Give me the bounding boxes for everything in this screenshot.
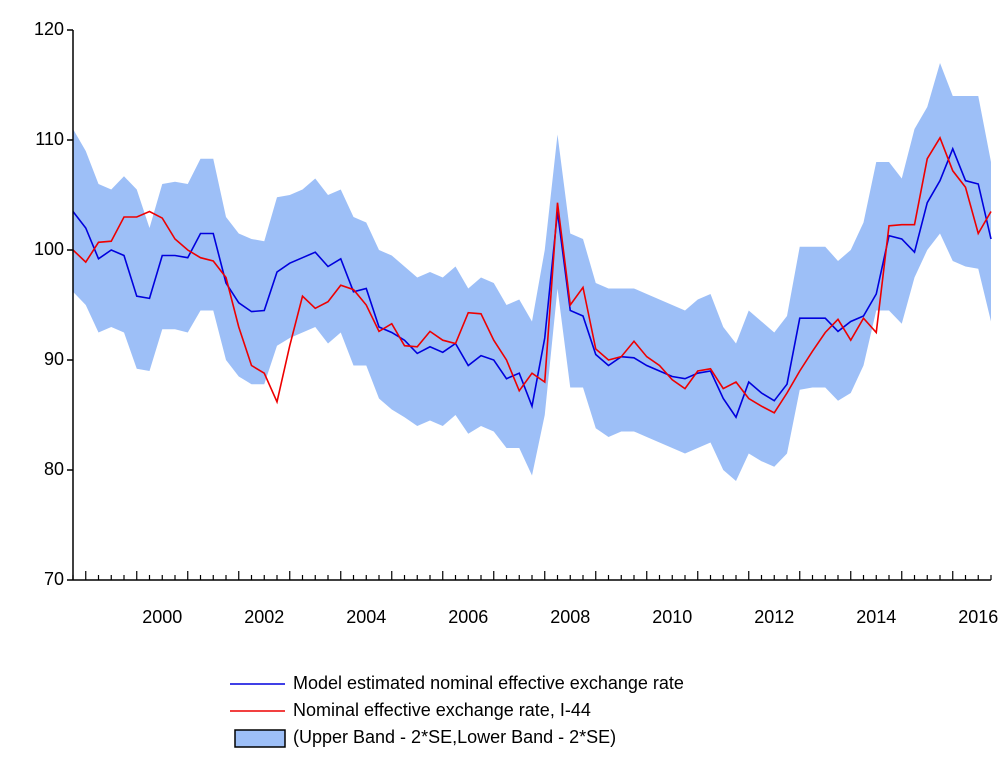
legend-label: Nominal effective exchange rate, I-44 (293, 700, 591, 720)
x-tick-label: 2004 (346, 607, 386, 627)
x-tick-label: 2006 (448, 607, 488, 627)
y-tick-label: 70 (44, 569, 64, 589)
series-line (72, 135, 992, 414)
x-tick-label: 2008 (550, 607, 590, 627)
y-tick-label: 100 (34, 239, 64, 259)
x-tick-label: 2000 (142, 607, 182, 627)
y-tick-label: 80 (44, 459, 64, 479)
series-line (72, 146, 992, 419)
y-tick-label: 90 (44, 349, 64, 369)
y-tick-label: 120 (34, 19, 64, 39)
x-tick-label: 2016 (958, 607, 998, 627)
legend-swatch (234, 729, 286, 748)
x-tick-label: 2010 (652, 607, 692, 627)
y-tick-label: 110 (35, 129, 64, 149)
confidence-band (73, 63, 991, 481)
x-tick-label: 2012 (754, 607, 794, 627)
legend-label: Model estimated nominal effective exchan… (293, 673, 684, 693)
x-tick-label: 2014 (856, 607, 896, 627)
legend-label: (Upper Band - 2*SE,Lower Band - 2*SE) (293, 727, 616, 747)
x-tick-label: 2002 (244, 607, 284, 627)
